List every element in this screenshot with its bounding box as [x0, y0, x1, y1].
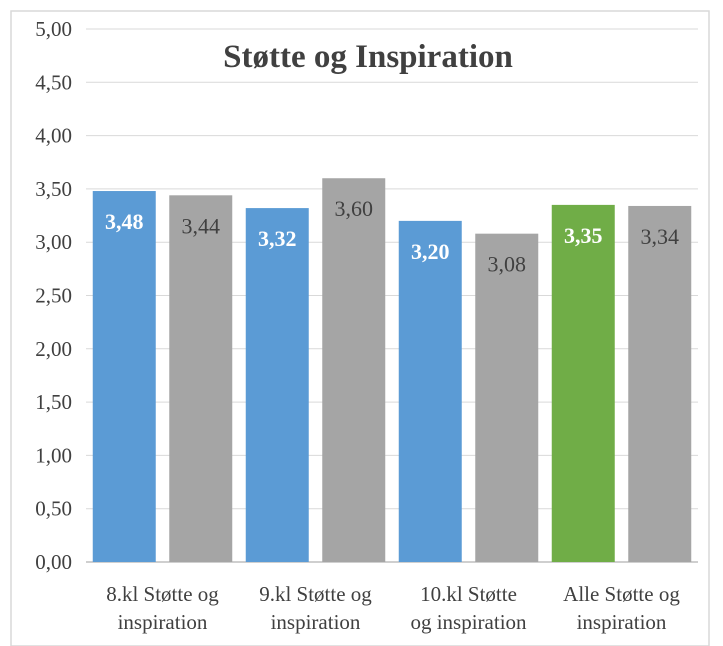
bar [245, 208, 309, 562]
data-label: 3,60 [335, 196, 374, 221]
bar [475, 233, 539, 562]
data-label: 3,35 [564, 223, 603, 248]
x-category-label: 10.kl Støtte og inspiration [410, 582, 527, 634]
chart-title: Støtte og Inspiration [223, 39, 513, 75]
data-label: 3,32 [258, 226, 297, 251]
bar [92, 191, 156, 563]
y-axis-tick-labels: 0,00 0,50 1,00 1,50 2,00 2,50 3,00 3,50 4,00 4,50… [35, 17, 72, 574]
y-tick-label: 3,50 [35, 177, 72, 201]
x-category-label-line: inspiration [118, 610, 208, 634]
x-category-label-line: 9.kl Støtte og [259, 582, 372, 606]
x-category-label-line: og inspiration [410, 610, 527, 634]
bar [398, 220, 462, 562]
y-tick-label: 2,00 [35, 337, 72, 361]
data-label: 3,48 [105, 209, 144, 234]
bar [169, 195, 233, 562]
y-tick-label: 5,00 [35, 17, 72, 41]
data-label: 3,08 [488, 252, 527, 277]
y-tick-label: 4,00 [35, 124, 72, 148]
y-tick-label: 1,00 [35, 443, 72, 467]
bar [322, 178, 386, 563]
y-tick-label: 0,50 [35, 497, 72, 521]
x-category-label-line: Alle Støtte og [563, 582, 680, 606]
bar [628, 205, 692, 562]
bar [551, 204, 615, 562]
y-tick-label: 0,00 [35, 550, 72, 574]
data-label: 3,44 [182, 213, 221, 238]
x-category-label: Alle Støtte og inspiration [563, 582, 680, 634]
y-tick-label: 2,50 [35, 284, 72, 308]
x-category-label-line: inspiration [271, 610, 361, 634]
y-tick-label: 3,00 [35, 230, 72, 254]
bars [92, 178, 692, 563]
data-label: 3,34 [641, 224, 680, 249]
x-category-label-line: 8.kl Støtte og [106, 582, 219, 606]
x-category-label: 9.kl Støtte og inspiration [259, 582, 372, 634]
x-category-label-line: 10.kl Støtte [420, 582, 517, 606]
y-tick-label: 4,50 [35, 70, 72, 94]
data-label: 3,20 [411, 239, 450, 264]
y-tick-label: 1,50 [35, 390, 72, 414]
x-axis-category-labels: 8.kl Støtte og inspiration 9.kl Støtte og i… [106, 582, 680, 634]
data-labels: 3,48 3,44 3,32 3,60 3,20 3,08 3,35 3,34 [105, 196, 679, 276]
x-category-label: 8.kl Støtte og inspiration [106, 582, 219, 634]
x-category-label-line: inspiration [577, 610, 667, 634]
